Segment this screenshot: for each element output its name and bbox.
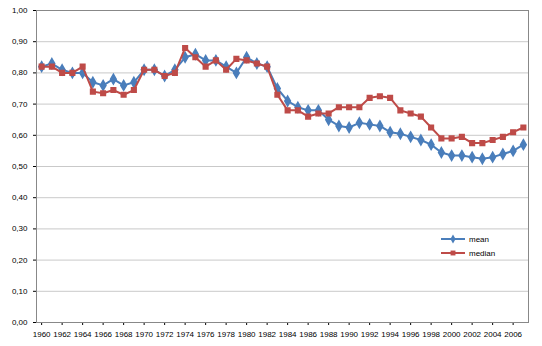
svg-text:1964: 1964 [74,330,92,339]
svg-text:1972: 1972 [156,330,174,339]
html-text:median: median [469,248,496,258]
svg-text:1998: 1998 [422,330,440,339]
svg-text:1966: 1966 [94,330,112,339]
svg-text:1982: 1982 [258,330,276,339]
html-text:mean: mean [469,234,489,244]
svg-text:0,90: 0,90 [12,37,28,46]
svg-text:1968: 1968 [115,330,133,339]
svg-text:1996: 1996 [402,330,420,339]
svg-text:0,50: 0,50 [12,162,28,171]
svg-text:1992: 1992 [361,330,379,339]
svg-text:1980: 1980 [238,330,256,339]
svg-text:0,10: 0,10 [12,287,28,296]
svg-text:1976: 1976 [197,330,215,339]
svg-text:0,70: 0,70 [12,100,28,109]
svg-text:0,30: 0,30 [12,224,28,233]
svg-text:1970: 1970 [135,330,153,339]
svg-text:0,60: 0,60 [12,131,28,140]
svg-text:0,00: 0,00 [12,318,28,327]
svg-text:1962: 1962 [53,330,71,339]
svg-text:0,80: 0,80 [12,68,28,77]
svg-text:1,00: 1,00 [12,6,28,15]
svg-text:2006: 2006 [504,330,522,339]
svg-text:2004: 2004 [484,330,502,339]
svg-text:1994: 1994 [381,330,399,339]
svg-text:2000: 2000 [443,330,461,339]
svg-text:1988: 1988 [320,330,338,339]
svg-text:1978: 1978 [217,330,235,339]
svg-text:1974: 1974 [176,330,194,339]
svg-text:1990: 1990 [340,330,358,339]
svg-text:1986: 1986 [299,330,317,339]
svg-text:2002: 2002 [463,330,481,339]
svg-text:0,20: 0,20 [12,256,28,265]
svg-text:1960: 1960 [33,330,51,339]
svg-text:1984: 1984 [279,330,297,339]
svg-text:0,40: 0,40 [12,193,28,202]
